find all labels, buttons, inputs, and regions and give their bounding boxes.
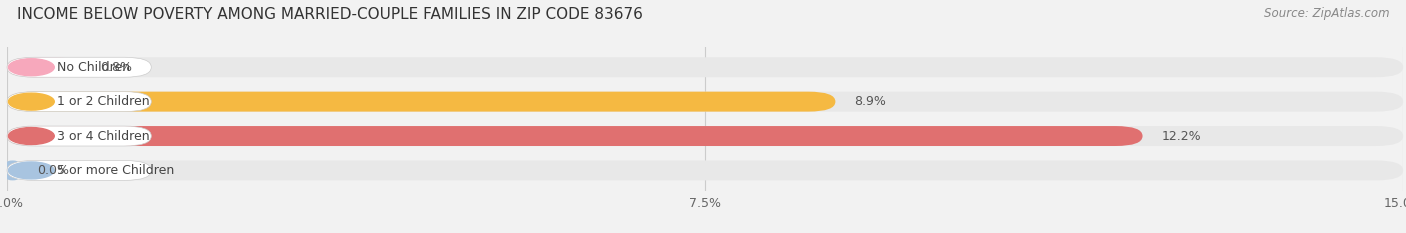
- FancyBboxPatch shape: [7, 161, 1403, 180]
- FancyBboxPatch shape: [7, 92, 152, 112]
- FancyBboxPatch shape: [7, 92, 1403, 112]
- Circle shape: [8, 162, 55, 179]
- FancyBboxPatch shape: [7, 126, 1403, 146]
- Text: INCOME BELOW POVERTY AMONG MARRIED-COUPLE FAMILIES IN ZIP CODE 83676: INCOME BELOW POVERTY AMONG MARRIED-COUPL…: [17, 7, 643, 22]
- Circle shape: [8, 93, 55, 110]
- Text: No Children: No Children: [58, 61, 131, 74]
- Text: Source: ZipAtlas.com: Source: ZipAtlas.com: [1264, 7, 1389, 20]
- FancyBboxPatch shape: [7, 126, 1143, 146]
- Text: 0.0%: 0.0%: [37, 164, 69, 177]
- Circle shape: [8, 59, 55, 76]
- FancyBboxPatch shape: [7, 57, 152, 77]
- Text: 3 or 4 Children: 3 or 4 Children: [58, 130, 150, 143]
- Text: 1 or 2 Children: 1 or 2 Children: [58, 95, 150, 108]
- Text: 8.9%: 8.9%: [853, 95, 886, 108]
- Circle shape: [8, 127, 55, 144]
- FancyBboxPatch shape: [7, 57, 1403, 77]
- FancyBboxPatch shape: [7, 126, 152, 146]
- Text: 0.8%: 0.8%: [100, 61, 132, 74]
- Text: 5 or more Children: 5 or more Children: [58, 164, 174, 177]
- FancyBboxPatch shape: [7, 57, 82, 77]
- FancyBboxPatch shape: [7, 161, 18, 180]
- FancyBboxPatch shape: [7, 161, 152, 180]
- Text: 12.2%: 12.2%: [1161, 130, 1201, 143]
- FancyBboxPatch shape: [7, 92, 835, 112]
